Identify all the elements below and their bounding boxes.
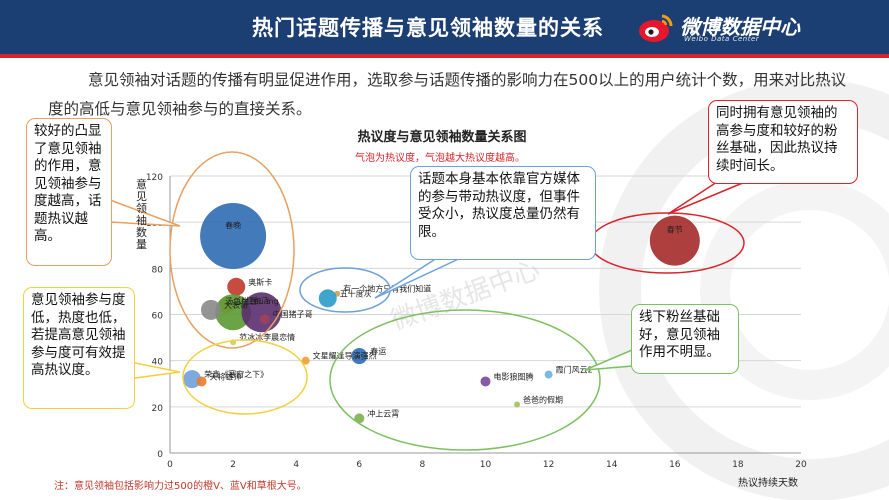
bubble [301,356,310,365]
watermark-text: 微博数据中心 [387,255,544,337]
callout-top-left: 较好的凸显了意见领袖的作用，意见领袖参与度越高，话题热议越高。 [26,118,112,266]
x-tick-label: 8 [420,460,426,470]
chart-subtitle: 气泡为热议度，气泡越大热议度越高。 [355,151,525,164]
bubble-label: 电影狼图腾 [494,371,534,381]
bubble [196,376,207,387]
y-tick-label: 120 [146,173,163,183]
highlight-ellipse-bottom-right [329,309,601,451]
weibo-eye-icon [639,14,673,42]
bubble [544,370,553,379]
y-tick-label: 0 [157,450,163,460]
x-tick-label: 0 [167,460,173,470]
y-tick-label: 20 [152,404,164,414]
bubble [318,289,337,308]
bubble [351,348,368,365]
bubble [480,376,491,387]
y-axis-label: 意见领袖数量 [136,177,147,251]
highlight-ellipse-bottom-left [182,339,308,415]
bubble-label: duang [253,297,278,306]
y-tick-label: 40 [152,358,164,368]
bubble [215,294,252,331]
y-tick-label: 80 [152,265,164,275]
x-axis-label: 热议持续天数 [738,476,798,489]
bubble-label: 春运 [370,346,386,356]
callout-pointer-right [584,348,633,371]
callout-top-right: 同时拥有意见领袖的高参与度和较好的粉丝基础，因此热议持续时间长。 [708,100,858,184]
bubble-label: 荣鑫《寒窗之下》 [204,369,268,379]
bubble-label: 有一个地方只有我们知道 [343,284,431,294]
bubble [227,277,246,296]
x-tick-label: 6 [356,460,362,470]
page-title: 热门话题传播与意见领袖数量的关系 [252,16,604,40]
callout-center: 话题本身基本依靠官方媒体的参与带动热议度，但事件受众小，热议度总量仍然有限。 [410,166,596,260]
bubble-label: 霞门风云2 [556,365,593,375]
bubble-label: 天将雄师 [210,371,242,381]
x-tick-label: 12 [543,460,554,470]
bubble [241,292,282,333]
x-tick-label: 16 [669,460,681,470]
chart-title: 热议度与意见领袖数量关系图 [357,129,526,145]
callout-right: 线下粉丝基础好，意见领袖作用不明显。 [631,304,739,374]
callout-bottom-left: 意见领袖参与度低，热度也低，若提高意见领袖参与度可有效提高热议度。 [23,287,135,409]
bubble-label: 春晚 [225,220,241,230]
bubble-label: 汤色生香 [225,296,257,306]
header-accent-stripe [0,54,889,58]
bubble-label: 大表哥 [224,300,248,310]
bubble-label: 中国猪子哥 [273,309,313,319]
header-bar [0,0,889,56]
bubble-label: 春节 [667,225,683,235]
highlight-ellipse-top-left [169,151,295,349]
bubble-label: 五十度灰 [340,288,372,298]
bubble [259,314,270,325]
bubble [514,401,521,408]
bubble [183,370,202,389]
footnote: 注：意见领袖包括影响力过500的橙V、蓝V和草根大号。 [54,481,307,492]
logo-subtext: Weibo Data Center [684,35,760,43]
x-tick-label: 10 [480,460,492,470]
bubble-label: 奥斯卡 [248,277,272,287]
logo-text: 微博数据中心 [680,15,800,39]
bubble [201,299,222,320]
callout-pointer-top-right [667,179,746,215]
x-tick-label: 18 [732,460,744,470]
intro-paragraph: 意见领袖对话题的传播有明显促进作用，选取参与话题传播的影响力在500以上的用户统… [48,71,847,118]
y-tick-label: 60 [152,312,164,322]
bubble [649,215,700,266]
bubble-label: 让红包飞 [238,295,270,305]
bubble-label: 爸爸的假期 [523,395,563,405]
bubble-label: 冲上云霄 [367,408,399,418]
bubble-label: 范冰冰李晨恋情 [239,332,295,342]
x-tick-label: 20 [795,460,807,470]
x-tick-label: 2 [230,460,236,470]
x-tick-label: 14 [606,460,618,470]
bubble-label: 文星耀逢导演强烈 [313,351,377,361]
bubble [200,203,267,270]
x-tick-label: 4 [293,460,299,470]
bubble [354,413,365,424]
